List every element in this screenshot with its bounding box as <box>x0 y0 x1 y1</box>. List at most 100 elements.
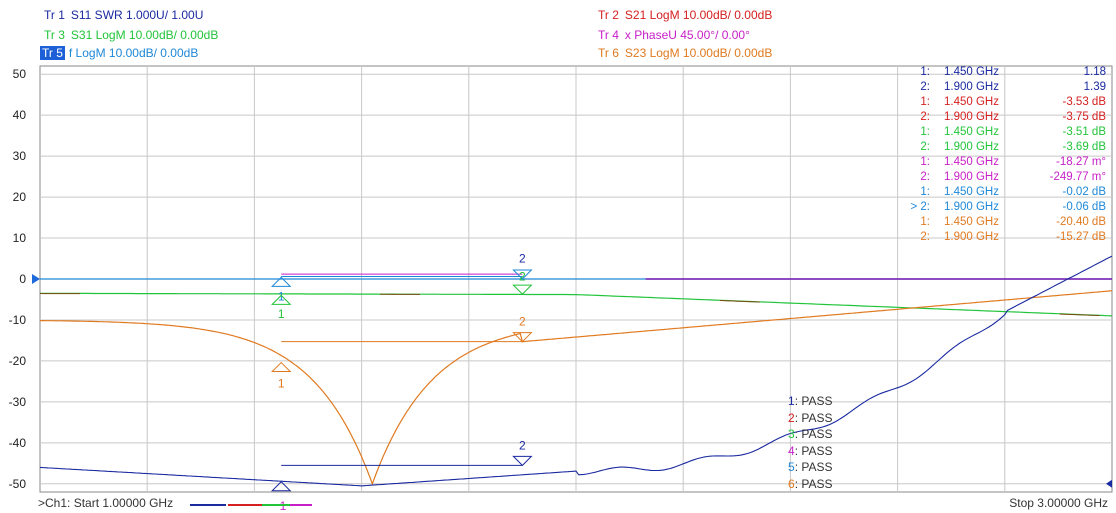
limit-test-status: : PASS <box>794 394 833 408</box>
trace-4-label[interactable]: Tr 4 x PhaseU 45.00°/ 0.00° <box>596 28 750 42</box>
trace-1-line <box>39 255 1113 487</box>
y-tick-label: 40 <box>12 108 26 123</box>
marker-2-label: 2 <box>519 270 526 284</box>
trace-5-id[interactable]: Tr 5 <box>40 46 65 60</box>
trace-4-id[interactable]: Tr 4 <box>598 28 619 42</box>
marker-1-label: 1 <box>278 289 285 303</box>
trace-1-id[interactable]: Tr 1 <box>44 8 65 22</box>
trace-2-id[interactable]: Tr 2 <box>598 8 619 22</box>
marker-row[interactable]: 1: 1.450 GHz -20.40 dB <box>898 216 1110 231</box>
marker-num: 2: <box>920 141 930 153</box>
limit-test-row: 3: PASS <box>788 427 832 441</box>
marker-row[interactable]: 1: 1.450 GHz -3.51 dB <box>898 126 1110 141</box>
y-tick-label: -10 <box>8 312 26 327</box>
marker-val: -3.69 dB <box>1062 141 1106 153</box>
y-tick-label: -20 <box>8 353 26 368</box>
trace-1-label[interactable]: Tr 1 S11 SWR 1.000U/ 1.00U <box>42 8 203 22</box>
marker-row[interactable]: 1: 1.450 GHz -0.02 dB <box>898 186 1110 201</box>
marker-row[interactable]: 1: 1.450 GHz -3.53 dB <box>898 96 1110 111</box>
y-tick-label: -30 <box>8 394 26 409</box>
trace-5-desc: f LogM 10.00dB/ 0.00dB <box>68 46 199 60</box>
limit-test-number: 4 <box>788 443 795 458</box>
trace-3-line <box>40 292 1113 317</box>
limit-test-number: 1 <box>788 394 795 408</box>
trace-2-label[interactable]: Tr 2 S21 LogM 10.00dB/ 0.00dB <box>596 8 772 22</box>
marker-freq: 1.450 GHz <box>944 126 999 138</box>
marker-freq: 1.900 GHz <box>944 81 999 93</box>
trace-4-desc: x PhaseU 45.00°/ 0.00° <box>624 28 750 42</box>
marker-val: -0.06 dB <box>1062 201 1106 213</box>
trace-6-desc: S23 LogM 10.00dB/ 0.00dB <box>624 46 773 60</box>
trace-3-desc: S31 LogM 10.00dB/ 0.00dB <box>70 28 219 42</box>
marker-val: -249.77 m° <box>1049 171 1106 183</box>
trace-6-label[interactable]: Tr 6 S23 LogM 10.00dB/ 0.00dB <box>596 46 772 60</box>
limit-test-number: 5 <box>788 460 795 474</box>
sweep-stop-label[interactable]: Stop 3.00000 GHz <box>1009 496 1108 510</box>
marker-1-tr6 <box>270 361 292 373</box>
marker-num: 1: <box>920 96 930 108</box>
trace-6-id[interactable]: Tr 6 <box>598 46 619 60</box>
marker-val: -15.27 dB <box>1056 231 1106 243</box>
marker-row[interactable]: 2: 1.900 GHz -249.77 m° <box>898 171 1110 186</box>
marker-2-tr6 <box>512 332 533 343</box>
y-tick-label: 20 <box>12 190 26 205</box>
trace-1-desc: S11 SWR 1.000U/ 1.00U <box>70 8 204 22</box>
trace-3-id[interactable]: Tr 3 <box>44 28 65 42</box>
trace-2-swatch <box>228 504 264 506</box>
y-tick-label: 10 <box>12 231 26 246</box>
marker-num: 1: <box>920 156 930 168</box>
marker-freq: 1.450 GHz <box>944 96 999 108</box>
limit-test-row: 1: PASS <box>788 394 832 408</box>
marker-1-tr5 <box>270 276 292 287</box>
marker-freq: 1.900 GHz <box>944 201 999 213</box>
marker-freq: 1.450 GHz <box>944 186 999 198</box>
marker-val: 1.39 <box>1083 81 1106 93</box>
limit-test-status: : PASS <box>794 410 833 425</box>
marker-1-tr3 <box>270 294 292 305</box>
trace-3-swatch <box>262 504 298 506</box>
marker-num: 2: <box>920 171 930 183</box>
trace-6-line <box>40 290 1113 486</box>
marker-val: -3.53 dB <box>1062 96 1106 108</box>
marker-2-tr5 <box>512 269 533 280</box>
marker-2-tr1 <box>512 455 533 467</box>
trace-1-swatch <box>190 504 226 506</box>
y-tick-label: 50 <box>12 67 26 82</box>
marker-num: > 2: <box>910 201 930 213</box>
marker-val: -20.40 dB <box>1056 216 1106 228</box>
marker-num: 1: <box>920 126 930 138</box>
marker-row[interactable]: 2: 1.900 GHz -15.27 dB <box>898 231 1110 246</box>
marker-freq: 1.900 GHz <box>944 141 999 153</box>
marker-num: 2: <box>920 111 930 123</box>
marker-num: 2: <box>920 81 930 93</box>
marker-1-tr1 <box>270 481 292 492</box>
trace-3-label[interactable]: Tr 3 S31 LogM 10.00dB/ 0.00dB <box>42 28 218 42</box>
y-tick-label: 0 <box>19 272 26 286</box>
marker-freq: 1.450 GHz <box>944 66 999 78</box>
marker-row[interactable]: 2: 1.900 GHz -3.75 dB <box>898 111 1110 126</box>
marker-row[interactable]: 2: 1.900 GHz -3.69 dB <box>898 141 1110 156</box>
limit-test-status: : PASS <box>794 427 833 441</box>
marker-val: -3.51 dB <box>1062 126 1106 138</box>
marker-2-label: 2 <box>519 314 526 328</box>
marker-2-label: 2 <box>519 438 526 452</box>
sweep-start-label[interactable]: >Ch1: Start 1.00000 GHz <box>38 496 174 510</box>
scale-arrow <box>1106 479 1112 488</box>
marker-row[interactable]: > 2: 1.900 GHz -0.06 dB <box>898 201 1110 216</box>
limit-test-number: 6 <box>788 476 795 491</box>
marker-row[interactable]: 1: 1.450 GHz -18.27 m° <box>898 156 1110 171</box>
marker-row[interactable]: 2: 1.900 GHz 1.39 <box>898 81 1110 96</box>
marker-freq: 1.450 GHz <box>944 216 999 228</box>
marker-1-label: 1 <box>278 377 285 391</box>
limit-test-row: 2: PASS <box>788 411 832 425</box>
y-tick-label: -40 <box>8 435 26 450</box>
marker-row[interactable]: 1: 1.450 GHz 1.18 <box>898 66 1110 81</box>
marker-2-label: 2 <box>519 252 526 266</box>
limit-test-number: 2 <box>788 410 795 425</box>
marker-2-tr3 <box>512 284 533 295</box>
y-tick-label: 30 <box>12 149 26 164</box>
trace-4-swatch <box>290 504 312 506</box>
limit-test-row: 5: PASS <box>788 460 832 474</box>
